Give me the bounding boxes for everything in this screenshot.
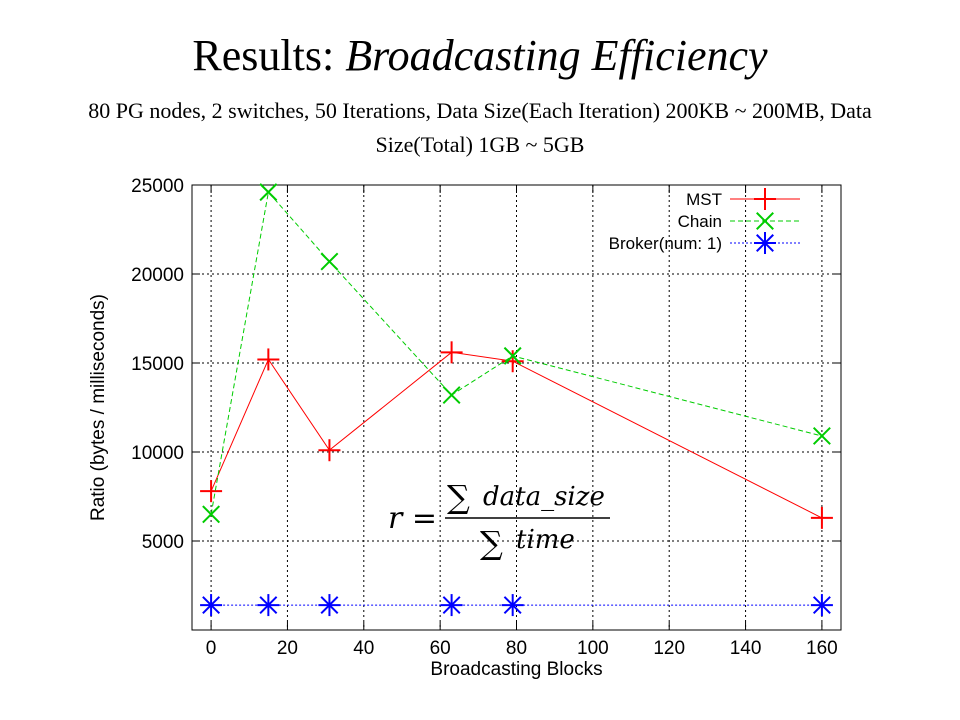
series-chain-point-stroke bbox=[320, 252, 339, 271]
x-tick-label: 0 bbox=[206, 638, 217, 659]
series-mst-point bbox=[440, 341, 463, 364]
x-tick-label: 160 bbox=[806, 638, 838, 659]
x-tick-label: 20 bbox=[277, 638, 298, 659]
legend-entry-chain-label: Chain bbox=[678, 212, 722, 231]
legend: MST Chain Broker(num: 1) bbox=[609, 188, 800, 254]
series-broker-num-1-point bbox=[200, 594, 223, 617]
series-chain-point-stroke bbox=[202, 505, 221, 524]
series-broker-num-1-point bbox=[318, 594, 341, 617]
series-mst-point bbox=[318, 439, 341, 462]
x-tick-label: 40 bbox=[353, 638, 374, 659]
x-tick-label: 120 bbox=[653, 638, 685, 659]
y-tick-label: 15000 bbox=[131, 354, 184, 375]
series-broker-num-1-point bbox=[501, 594, 524, 617]
y-tick-label: 25000 bbox=[131, 176, 184, 197]
series-broker-num-1-point bbox=[810, 594, 833, 617]
x-tick-label: 100 bbox=[577, 638, 609, 659]
series-chain-point bbox=[320, 252, 339, 271]
legend-entry-chain-marker-stroke bbox=[756, 212, 774, 230]
series-broker-num-1-point bbox=[257, 594, 280, 617]
axis-ticks: 0 20 40 60 80 100 120 140 160 5000 10000 15000 20000… bbox=[131, 176, 841, 659]
title-italic: Broadcasting Efficiency bbox=[345, 31, 768, 80]
series-broker-num-1-point-stroke bbox=[320, 596, 339, 615]
y-tick-label: 5000 bbox=[142, 532, 184, 553]
series-mst-point bbox=[810, 506, 833, 529]
legend-entry-broker-num-1-label: Broker(num: 1) bbox=[609, 234, 722, 253]
series-broker-num-1-point-stroke bbox=[503, 596, 522, 615]
legend-entry-chain-marker bbox=[756, 212, 774, 230]
formula-numerator: data_size bbox=[483, 482, 605, 512]
formula-denominator: time bbox=[516, 525, 575, 555]
series-mst-point bbox=[200, 480, 223, 503]
series-chain-point-stroke bbox=[442, 386, 461, 404]
slide-title: Results: Broadcasting Efficiency bbox=[0, 28, 960, 84]
formula-sum-numerator: ∑ bbox=[447, 478, 470, 516]
series-broker-num-1-point bbox=[440, 594, 463, 617]
series-chain-point-stroke bbox=[503, 346, 522, 365]
series-broker-num-1-point-stroke bbox=[202, 596, 221, 615]
series-mst-point bbox=[501, 350, 524, 373]
series-chain-point bbox=[442, 386, 461, 404]
slide-subtitle: 80 PG nodes, 2 switches, 50 Iterations, … bbox=[88, 98, 872, 157]
legend-entry-broker-num-1-marker-stroke bbox=[756, 234, 774, 252]
series-chain-point bbox=[812, 427, 831, 445]
formula-sum-denominator: ∑ bbox=[480, 524, 503, 562]
series-broker-num-1-point-stroke bbox=[259, 596, 278, 615]
legend-entry-mst-marker bbox=[754, 188, 776, 210]
series-mst-point bbox=[257, 348, 280, 371]
series-layer bbox=[200, 183, 833, 617]
series-chain-line bbox=[210, 190, 823, 515]
x-tick-label: 80 bbox=[506, 638, 527, 659]
x-tick-label: 60 bbox=[430, 638, 451, 659]
series-chain-point bbox=[503, 346, 522, 365]
formula-lhs: r = bbox=[388, 501, 437, 536]
x-axis-label: Broadcasting Blocks bbox=[430, 659, 602, 680]
series-chain-point bbox=[202, 505, 221, 524]
legend-entry-mst-label: MST bbox=[686, 190, 722, 209]
title-plain: Results: bbox=[192, 31, 346, 80]
x-tick-label: 140 bbox=[730, 638, 762, 659]
series-mst-line bbox=[210, 351, 823, 519]
series-broker-num-1-point-stroke bbox=[812, 596, 831, 615]
series-broker-num-1-point-stroke bbox=[442, 596, 461, 615]
series-chain-point-stroke bbox=[259, 183, 278, 202]
series-chain-point bbox=[259, 183, 278, 202]
y-axis-label: Ratio (bytes / milliseconds) bbox=[88, 294, 109, 521]
grid-lines bbox=[192, 185, 841, 630]
series-chain-point-stroke bbox=[812, 427, 831, 445]
y-tick-label: 10000 bbox=[131, 443, 184, 464]
ratio-formula: r = ∑ data_size ∑ time bbox=[388, 478, 610, 562]
legend-entry-broker-num-1-marker bbox=[754, 232, 776, 254]
y-tick-label: 20000 bbox=[131, 265, 184, 286]
